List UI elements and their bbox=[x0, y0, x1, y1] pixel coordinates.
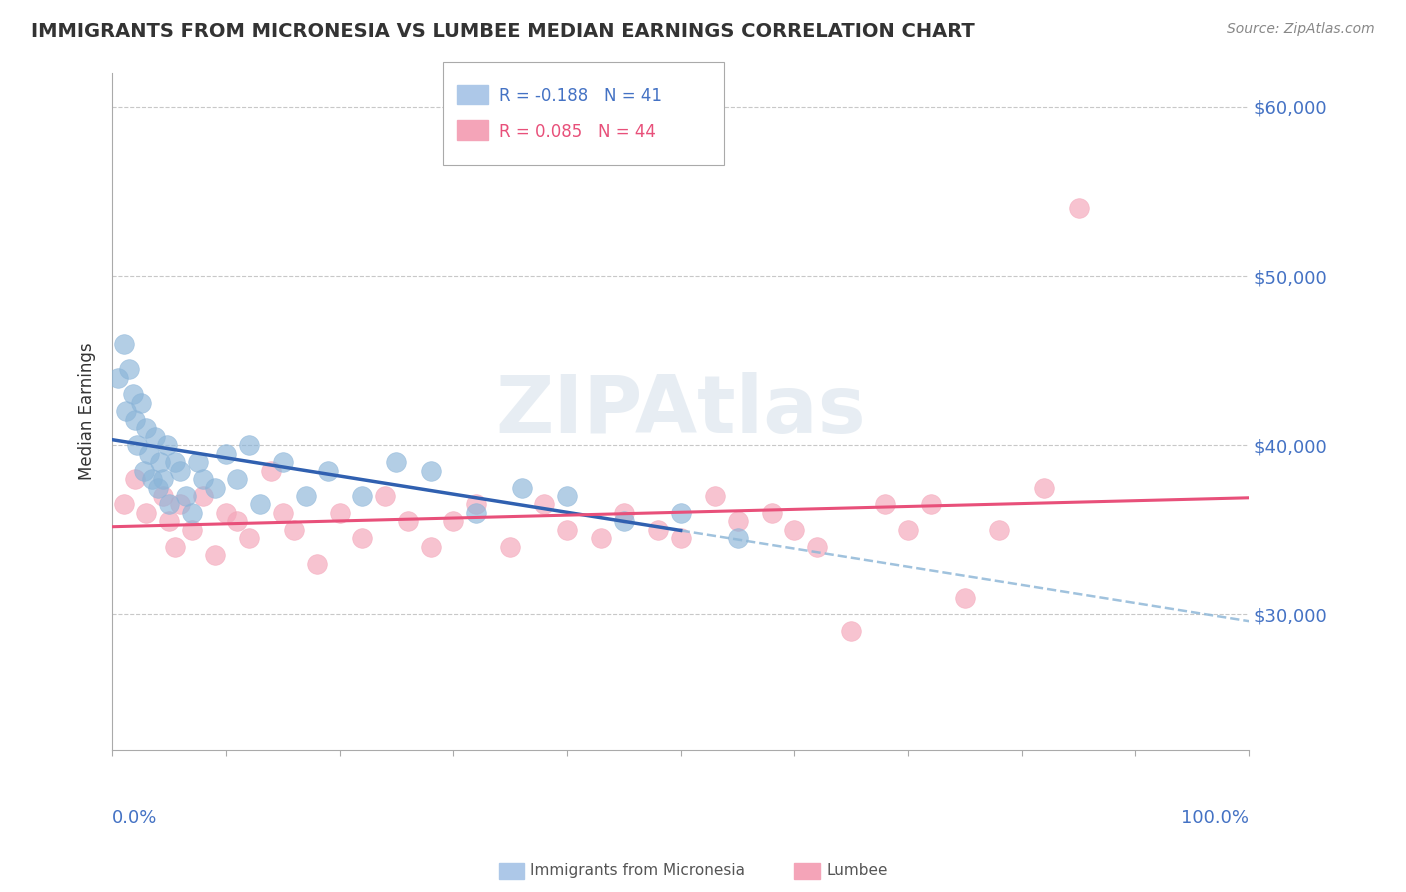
Point bbox=[441, 515, 464, 529]
Point bbox=[897, 523, 920, 537]
Point bbox=[669, 506, 692, 520]
Point bbox=[127, 438, 149, 452]
Point bbox=[124, 472, 146, 486]
Point bbox=[156, 438, 179, 452]
Point bbox=[703, 489, 725, 503]
Point bbox=[613, 515, 636, 529]
Point bbox=[727, 515, 749, 529]
Point bbox=[149, 455, 172, 469]
Point bbox=[988, 523, 1011, 537]
Point bbox=[124, 413, 146, 427]
Point bbox=[157, 515, 180, 529]
Point bbox=[555, 489, 578, 503]
Point bbox=[215, 506, 238, 520]
Point bbox=[329, 506, 352, 520]
Point bbox=[204, 481, 226, 495]
Point bbox=[499, 540, 522, 554]
Point bbox=[169, 498, 191, 512]
Point bbox=[591, 532, 613, 546]
Point bbox=[419, 464, 441, 478]
Point bbox=[135, 421, 157, 435]
Point bbox=[180, 506, 202, 520]
Point bbox=[146, 481, 169, 495]
Point bbox=[121, 387, 143, 401]
Point bbox=[157, 498, 180, 512]
Point bbox=[226, 515, 249, 529]
Point bbox=[107, 370, 129, 384]
Point bbox=[374, 489, 396, 503]
Point bbox=[510, 481, 533, 495]
Point bbox=[249, 498, 271, 512]
Point bbox=[316, 464, 339, 478]
Point bbox=[1033, 481, 1056, 495]
Text: Lumbee: Lumbee bbox=[827, 863, 889, 878]
Point bbox=[783, 523, 806, 537]
Point bbox=[115, 404, 138, 418]
Point bbox=[174, 489, 197, 503]
Point bbox=[145, 430, 167, 444]
Point bbox=[204, 548, 226, 562]
Point bbox=[193, 472, 215, 486]
Point bbox=[152, 472, 174, 486]
Point bbox=[152, 489, 174, 503]
Point bbox=[226, 472, 249, 486]
Point bbox=[352, 489, 374, 503]
Point bbox=[129, 396, 152, 410]
Text: R = 0.085   N = 44: R = 0.085 N = 44 bbox=[499, 123, 657, 141]
Point bbox=[839, 624, 862, 639]
Point bbox=[118, 362, 141, 376]
Text: ZIPAtlas: ZIPAtlas bbox=[495, 373, 866, 450]
Point bbox=[727, 532, 749, 546]
Point bbox=[132, 464, 155, 478]
Point bbox=[271, 506, 294, 520]
Text: 0.0%: 0.0% bbox=[112, 809, 157, 827]
Point bbox=[305, 557, 328, 571]
Text: Source: ZipAtlas.com: Source: ZipAtlas.com bbox=[1227, 22, 1375, 37]
Point bbox=[186, 455, 208, 469]
Point bbox=[465, 498, 488, 512]
Point bbox=[465, 506, 488, 520]
Point bbox=[953, 591, 976, 605]
Point bbox=[806, 540, 828, 554]
Point bbox=[169, 464, 191, 478]
Text: 100.0%: 100.0% bbox=[1181, 809, 1249, 827]
Point bbox=[352, 532, 374, 546]
Point bbox=[271, 455, 294, 469]
Point bbox=[396, 515, 419, 529]
Y-axis label: Median Earnings: Median Earnings bbox=[79, 343, 96, 480]
Point bbox=[180, 523, 202, 537]
Point bbox=[163, 540, 186, 554]
Point bbox=[419, 540, 441, 554]
Point bbox=[215, 447, 238, 461]
Point bbox=[669, 532, 692, 546]
Point bbox=[294, 489, 316, 503]
Point bbox=[238, 532, 260, 546]
Point bbox=[761, 506, 783, 520]
Point bbox=[112, 498, 135, 512]
Point bbox=[385, 455, 408, 469]
Point bbox=[193, 489, 215, 503]
Text: IMMIGRANTS FROM MICRONESIA VS LUMBEE MEDIAN EARNINGS CORRELATION CHART: IMMIGRANTS FROM MICRONESIA VS LUMBEE MED… bbox=[31, 22, 974, 41]
Text: R = -0.188   N = 41: R = -0.188 N = 41 bbox=[499, 87, 662, 105]
Text: Immigrants from Micronesia: Immigrants from Micronesia bbox=[530, 863, 745, 878]
Point bbox=[163, 455, 186, 469]
Point bbox=[920, 498, 942, 512]
Point bbox=[613, 506, 636, 520]
Point bbox=[238, 438, 260, 452]
Point bbox=[138, 447, 160, 461]
Point bbox=[260, 464, 283, 478]
Point bbox=[283, 523, 305, 537]
Point bbox=[141, 472, 163, 486]
Point bbox=[875, 498, 897, 512]
Point bbox=[533, 498, 555, 512]
Point bbox=[112, 336, 135, 351]
Point bbox=[1067, 202, 1090, 216]
Point bbox=[647, 523, 669, 537]
Point bbox=[555, 523, 578, 537]
Point bbox=[135, 506, 157, 520]
